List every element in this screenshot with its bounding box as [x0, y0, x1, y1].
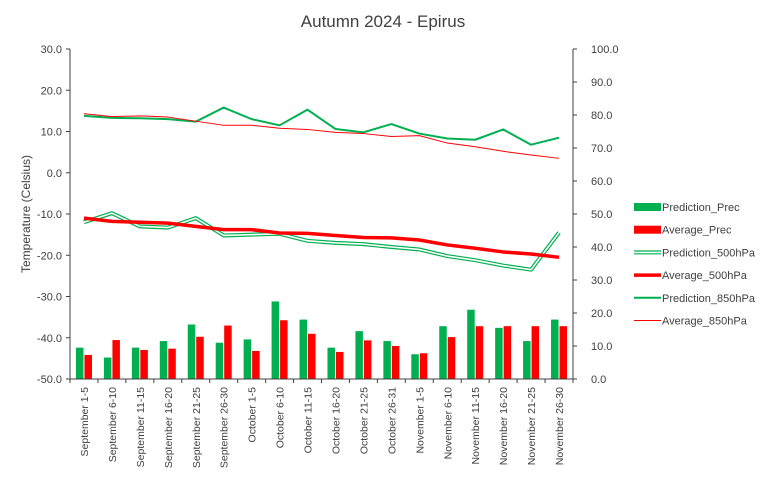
right-tick-label: 30.0 [591, 275, 612, 287]
x-tick-label: September 11-15 [135, 387, 147, 468]
x-tick-label: September 26-30 [219, 387, 231, 468]
right-tick-label: 100.0 [591, 44, 619, 56]
x-tick-label: September 6-10 [107, 387, 119, 462]
series-line-Average_500hPa [83, 216, 560, 260]
legend-item-Prediction_500hPa: Prediction_500hPa [634, 247, 756, 259]
bar-Average_Prec-3 [168, 348, 176, 379]
legend-item-Average_Prec: Average_Prec [634, 225, 732, 237]
legend-label: Average_500hPa [662, 270, 748, 282]
right-tick-label: 0.0 [591, 374, 606, 386]
legend-item-Average_850hPa: Average_850hPa [634, 316, 748, 328]
bar-Prediction_Prec-0 [75, 347, 84, 379]
bar-Prediction_Prec-5 [215, 342, 224, 379]
left-tick-label: 30.0 [41, 44, 62, 56]
right-tick-label: 40.0 [591, 242, 612, 254]
bar-Average_Prec-10 [363, 340, 372, 379]
bar-Prediction_Prec-6 [243, 339, 252, 379]
bar-Average_Prec-8 [308, 333, 316, 379]
x-tick-label: October 16-20 [330, 387, 342, 454]
bar-Prediction_Prec-1 [103, 357, 112, 379]
right-tick-label: 50.0 [591, 209, 612, 221]
right-tick-label: 80.0 [591, 110, 612, 122]
bar-Average_Prec-7 [280, 320, 288, 379]
left-tick-label: -50.0 [37, 374, 62, 386]
right-tick-label: 90.0 [591, 77, 612, 89]
left-tick-label: -10.0 [37, 209, 62, 221]
chart-title: Autumn 2024 - Epirus [301, 12, 465, 31]
legend-item-Prediction_850hPa: Prediction_850hPa [634, 293, 756, 305]
series-line-Average_850hPa [83, 113, 560, 159]
bar-Prediction_Prec-16 [523, 341, 531, 379]
bar-Average_Prec-13 [447, 337, 456, 379]
bar-Prediction_Prec-17 [551, 319, 559, 379]
bar-Prediction_Prec-14 [467, 309, 475, 379]
bar-Average_Prec-5 [224, 325, 232, 379]
legend-label: Average_850hPa [662, 316, 748, 328]
bar-Average_Prec-15 [503, 326, 512, 379]
x-tick-label: November 16-20 [498, 387, 510, 465]
bar-Average_Prec-0 [84, 354, 92, 379]
bar-Prediction_Prec-15 [495, 327, 503, 379]
bar-Prediction_Prec-11 [383, 341, 391, 379]
legend-label: Average_Prec [662, 225, 732, 237]
bar-Prediction_Prec-13 [439, 326, 447, 379]
bar-Prediction_Prec-8 [299, 319, 308, 379]
right-tick-label: 70.0 [591, 143, 612, 155]
legend-label: Prediction_850hPa [662, 293, 756, 305]
bar-Average_Prec-2 [140, 349, 148, 379]
x-tick-label: November 6-10 [442, 387, 454, 460]
x-tick-label: November 11-15 [470, 387, 482, 465]
bar-Average_Prec-6 [252, 350, 260, 379]
axes-layer: 30.0 20.0 10.0 0.0 -10.0 -20.0 -30.0 -40.0 -50.0… [37, 44, 619, 468]
left-tick-label: 20.0 [41, 85, 62, 97]
bar-Average_Prec-12 [419, 353, 428, 379]
x-tick-label: October 26-31 [386, 387, 398, 454]
legend-swatch [634, 225, 661, 234]
x-tick-label: November 1-5 [414, 387, 426, 454]
x-tick-label: September 21-25 [191, 387, 203, 468]
series-line-Prediction_850hPa [83, 106, 560, 146]
series-line-Prediction_500hPa-inner [83, 212, 560, 271]
left-tick-label: 10.0 [41, 127, 62, 139]
lines-layer [83, 106, 561, 272]
left-tick-label: -30.0 [37, 292, 62, 304]
right-tick-label: 20.0 [591, 308, 612, 320]
legend-swatch [634, 203, 661, 211]
x-tick-label: September 16-20 [163, 387, 175, 468]
x-tick-label: November 21-25 [526, 387, 538, 465]
x-tick-label: October 21-25 [358, 387, 370, 454]
bar-Prediction_Prec-4 [187, 324, 196, 379]
bar-Average_Prec-16 [531, 326, 540, 379]
left-tick-label: -20.0 [37, 250, 62, 262]
legend-label: Prediction_500hPa [662, 247, 756, 259]
bar-Prediction_Prec-9 [327, 347, 335, 379]
bar-Average_Prec-14 [475, 326, 484, 379]
legend-item-Average_500hPa: Average_500hPa [634, 270, 748, 282]
bars-layer [75, 301, 568, 379]
bar-Average_Prec-11 [391, 346, 400, 379]
x-tick-label: September 1-5 [79, 387, 91, 457]
right-tick-label: 10.0 [591, 341, 612, 353]
left-tick-label: 0.0 [47, 168, 62, 180]
legend-label: Prediction_Prec [662, 202, 740, 214]
bar-Average_Prec-9 [335, 351, 344, 379]
bar-Prediction_Prec-2 [131, 347, 140, 379]
x-tick-label: October 1-5 [247, 387, 259, 443]
bar-Prediction_Prec-7 [271, 301, 280, 379]
bar-Prediction_Prec-3 [159, 341, 168, 379]
y-axis-label: Temperature (Celsius) [19, 155, 33, 273]
x-tick-label: November 26-30 [554, 387, 566, 465]
left-tick-label: -40.0 [37, 333, 62, 345]
bar-Average_Prec-1 [112, 340, 120, 379]
legend-item-Prediction_Prec: Prediction_Prec [634, 202, 740, 214]
bar-Prediction_Prec-10 [355, 331, 363, 379]
bar-Average_Prec-17 [559, 326, 568, 379]
right-tick-label: 60.0 [591, 176, 612, 188]
x-tick-label: October 11-15 [303, 387, 315, 454]
bar-Average_Prec-4 [196, 336, 204, 379]
x-tick-label: October 6-10 [275, 387, 287, 448]
legend: Prediction_Prec Average_Prec Prediction_50… [634, 202, 756, 328]
bar-Prediction_Prec-12 [411, 354, 419, 379]
